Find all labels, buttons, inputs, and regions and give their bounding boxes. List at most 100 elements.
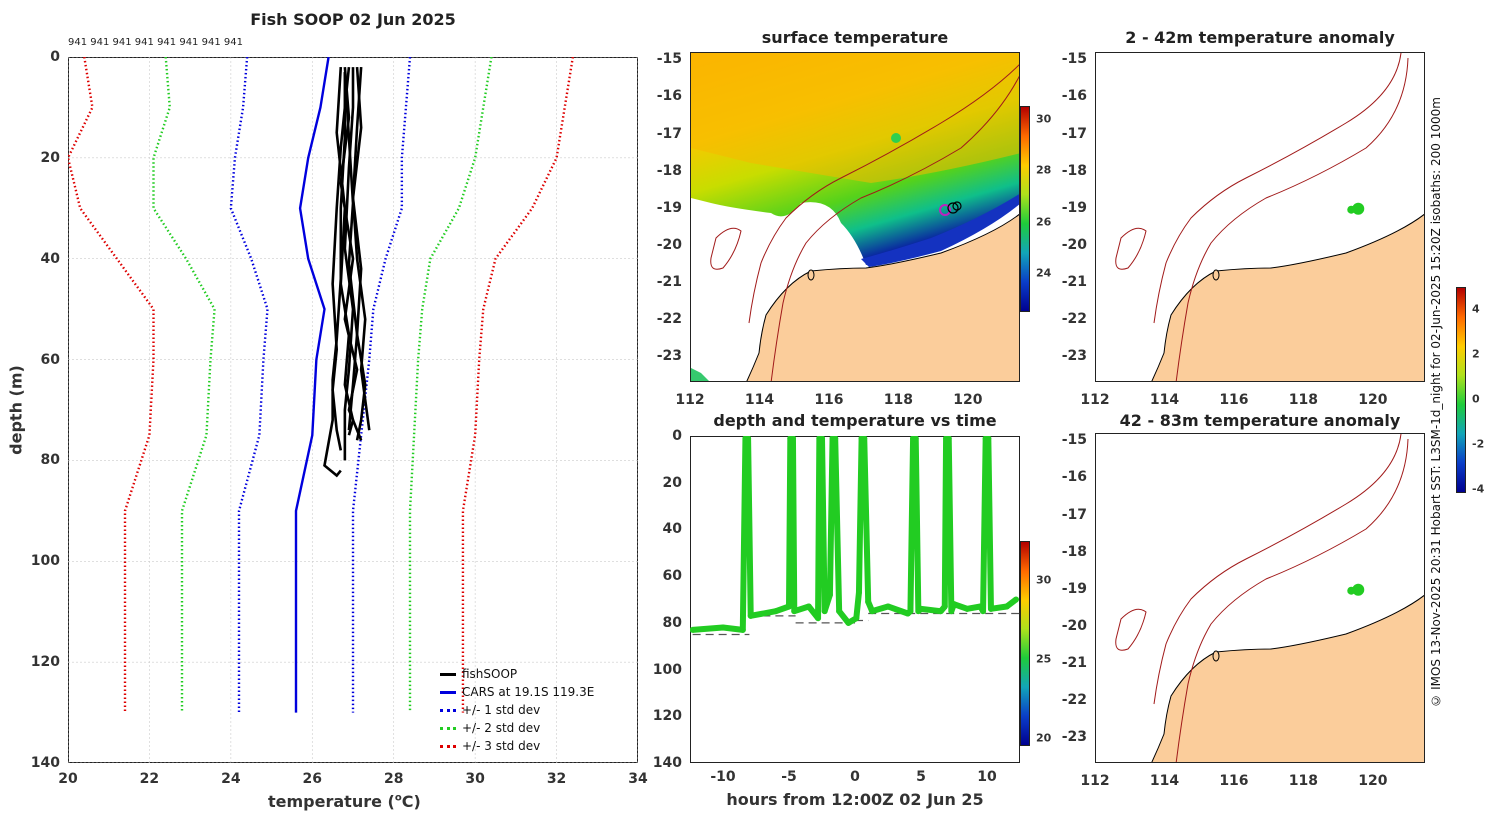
isobath-1000m <box>1175 438 1409 762</box>
track-point <box>772 608 779 615</box>
sst-map-y-tick: -17 <box>656 125 682 142</box>
depth-time-y-tick: 100 <box>652 661 682 678</box>
profile-x-tick: 30 <box>465 771 485 787</box>
track-point <box>861 436 868 442</box>
track-point <box>980 608 987 615</box>
profile-plot <box>68 57 638 763</box>
anomaly-colorbar-tick: -2 <box>1472 437 1485 451</box>
legend-label: +/- 1 std dev <box>462 703 541 717</box>
isobath-200m <box>1153 53 1402 324</box>
track-point <box>720 624 726 631</box>
track-point <box>907 608 914 615</box>
depth-time-y-tick: 120 <box>652 708 682 725</box>
profile-y-tick: 0 <box>50 49 60 65</box>
anomaly-colorbar-tick: -4 <box>1472 482 1485 496</box>
legend-label: CARS at 19.1S 119.3E <box>462 685 595 699</box>
anomaly-colorbar-tick: 0 <box>1472 392 1480 406</box>
depth-time-x-tick: 5 <box>916 769 926 785</box>
track-point <box>836 608 843 615</box>
depth-time-colorbar <box>1020 541 1030 746</box>
credit-text: © IMOS 13-Nov-2025 20:31 Hobart SST: L3S… <box>1429 97 1443 708</box>
track-point <box>747 612 754 619</box>
sst-map-title: surface temperature <box>761 28 949 47</box>
track-point <box>945 436 952 442</box>
profile-y-tick: 60 <box>40 351 60 368</box>
fishsoop-cast <box>331 66 351 451</box>
track-point <box>865 598 872 605</box>
anom-42-83-y-tick: -23 <box>1061 729 1087 746</box>
legend-label: +/- 2 std dev <box>462 721 541 735</box>
anom-2-42-y-tick: -16 <box>1061 88 1087 105</box>
anomaly-map-canvas <box>1115 434 1424 762</box>
legend-label: fishSOOP <box>462 667 518 681</box>
track-point <box>821 608 828 615</box>
sst-vessel-marker <box>939 204 951 216</box>
depth-time-title: depth and temperature vs time <box>713 411 997 430</box>
anom-42-83-y-tick: -20 <box>1061 617 1087 634</box>
legend-entry: CARS at 19.1S 119.3E <box>440 683 632 701</box>
anom-2-42-y-tick: -19 <box>1061 199 1087 216</box>
profile-x-tick: 20 <box>58 771 78 787</box>
track-point <box>745 436 752 442</box>
track-point <box>885 603 891 610</box>
track-point <box>815 615 822 622</box>
depth-time-x-label: hours from 12:00Z 02 Jun 25 <box>726 790 984 809</box>
anom-2-42-y-tick: -17 <box>1061 125 1087 142</box>
profile-x-tick: 34 <box>628 771 648 787</box>
legend-swatch <box>440 690 456 694</box>
anom-2-42-x-tick: 120 <box>1358 392 1388 408</box>
profile-y-label: depth (m) <box>6 365 26 455</box>
profile-y-tick: 40 <box>40 250 60 267</box>
land-mass <box>1151 594 1424 762</box>
sst-map-y-tick: -19 <box>656 199 682 216</box>
sst-map-y-tick: -18 <box>656 162 682 179</box>
legend-label: +/- 3 std dev <box>462 739 541 753</box>
sst-colorbar-tick: 26 <box>1036 215 1052 229</box>
island-isobath <box>1115 608 1147 651</box>
anomaly-marker <box>1347 205 1356 214</box>
profile-y-tick: 120 <box>30 654 60 671</box>
anom-42-83-y-tick: -15 <box>1061 432 1087 449</box>
track-point <box>918 605 924 612</box>
anom-2-42-y-tick: -23 <box>1061 348 1087 365</box>
depth-time-plot <box>690 436 1020 763</box>
cars-at-19-1s-119-3e-line <box>294 57 330 713</box>
depth-time-y-tick: 20 <box>662 474 682 491</box>
profile-legend: fishSOOP CARS at 19.1S 119.3E +/- 1 std de… <box>440 665 632 755</box>
depth-time-colorbar-tick: 25 <box>1036 652 1052 666</box>
-3-std-dev-line <box>68 57 155 713</box>
depth-time-x-tick: 0 <box>850 769 860 785</box>
track-point <box>937 608 944 615</box>
anom-42-83-y-tick: -22 <box>1061 691 1087 708</box>
legend-swatch <box>440 744 456 748</box>
anom-42-83-y-tick: -17 <box>1061 506 1087 523</box>
sst-map-canvas <box>691 53 1019 381</box>
track-point <box>690 626 696 633</box>
depth-time-x-tick: -10 <box>710 769 736 785</box>
sst-map <box>690 52 1020 382</box>
depth-time-y-tick: 0 <box>672 428 682 444</box>
-1-std-dev-line <box>229 57 269 713</box>
anom-42-83-map <box>1095 433 1425 763</box>
anom-2-42-title: 2 - 42m temperature anomaly <box>1125 28 1395 47</box>
sst-map-y-tick: -16 <box>656 88 682 105</box>
sst-colorbar-tick: 28 <box>1036 163 1052 177</box>
track-point <box>941 603 948 610</box>
legend-swatch <box>440 708 456 712</box>
sst-colorbar <box>1020 106 1030 312</box>
anomaly-marker <box>1347 586 1356 595</box>
anomaly-colorbar-tick: 2 <box>1472 347 1480 361</box>
profile-x-tick: 22 <box>139 771 160 787</box>
anom-42-83-y-tick: -21 <box>1061 654 1087 671</box>
fishsoop-cast <box>343 72 359 431</box>
sst-colorbar-tick: 24 <box>1036 266 1052 280</box>
anom-42-83-x-tick: 114 <box>1149 773 1180 789</box>
-2-std-dev-line <box>152 57 216 713</box>
sst-map-y-tick: -15 <box>656 51 682 68</box>
anom-2-42-x-tick: 112 <box>1080 392 1110 408</box>
legend-entry: +/- 3 std dev <box>440 737 632 755</box>
fishsoop-cast <box>323 72 347 478</box>
anom-42-83-y-tick: -18 <box>1061 543 1087 560</box>
fishsoop-cast <box>351 66 371 431</box>
track-point <box>869 608 876 615</box>
